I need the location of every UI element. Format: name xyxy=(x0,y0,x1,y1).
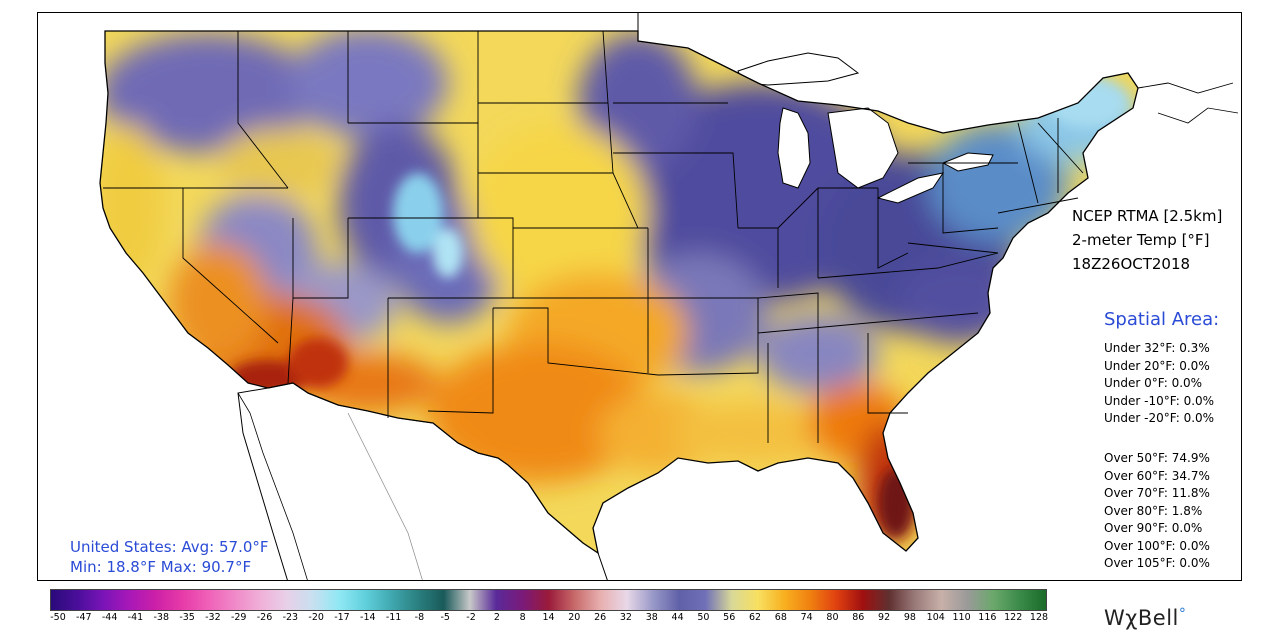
logo-text: WχBell xyxy=(1104,606,1179,630)
colorbar-tick-label: 44 xyxy=(671,612,684,623)
summary: United States: Avg: 57.0°F Min: 18.8°F M… xyxy=(70,537,269,577)
under-stat: Under 20°F: 0.0% xyxy=(1104,358,1210,373)
colorbar-tick-label: -11 xyxy=(385,612,402,623)
lake-huron xyxy=(827,107,899,189)
colorbar-tick-label: -47 xyxy=(76,612,92,623)
valid-time: 18Z26OCT2018 xyxy=(1072,255,1191,273)
colorbar-tick-label: 20 xyxy=(568,612,581,623)
colorbar-tick-label: 98 xyxy=(903,612,916,623)
colorbar-tick-label: 122 xyxy=(1004,612,1023,623)
colorbar-tick-label: -8 xyxy=(414,612,425,623)
lake-ontario xyxy=(941,152,994,172)
variable-name: 2-meter Temp [°F] xyxy=(1072,231,1210,249)
under-stats: Under 32°F: 0.3% Under 20°F: 0.0% Under … xyxy=(1104,340,1214,428)
under-stat: Under -20°F: 0.0% xyxy=(1104,411,1215,425)
logo-dot-icon: ° xyxy=(1178,606,1187,622)
colorbar-tick-label: -41 xyxy=(127,612,144,623)
under-stat: Under -10°F: 0.0% xyxy=(1104,393,1215,408)
colorbar-tick-label: 8 xyxy=(519,612,526,623)
lake-erie xyxy=(876,172,945,204)
colorbar-tick-label: -26 xyxy=(256,612,273,623)
colorbar-tick-label: -35 xyxy=(179,612,195,623)
colorbar-tick-label: 62 xyxy=(748,612,762,623)
summary-avg: United States: Avg: 57.0°F xyxy=(70,538,269,556)
colorbar-tick-label: 86 xyxy=(852,612,865,623)
summary-minmax: Min: 18.8°F Max: 90.7°F xyxy=(70,558,252,576)
colorbar-tick-label: -20 xyxy=(308,612,324,623)
lake-superior xyxy=(737,52,860,86)
temperature-map xyxy=(99,13,1239,580)
spatial-area-title: Spatial Area: xyxy=(1104,309,1220,330)
colorbar-tick-label: -14 xyxy=(360,612,376,623)
over-stat: Over 80°F: 1.8% xyxy=(1104,503,1203,518)
model-name: NCEP RTMA [2.5km] xyxy=(1072,207,1223,225)
colorbar-tick-label: 2 xyxy=(493,612,500,623)
colorbar-labels: -50 -47 -44 -41 -38 -35 -32 -29 -26 -23 -20 -17 -14-… xyxy=(50,612,1049,626)
over-stat: Over 105°F: 0.0% xyxy=(1104,556,1210,570)
colorbar-tick-label: -17 xyxy=(334,612,350,623)
colorbar-tick-label: -38 xyxy=(153,612,170,623)
colorbar-tick-label: 26 xyxy=(594,612,607,623)
colorbar-tick-label: 92 xyxy=(878,612,891,623)
colorbar-tick-label: 32 xyxy=(619,612,632,623)
colorbar-tick-label: -29 xyxy=(230,612,247,623)
over-stat: Over 90°F: 0.0% xyxy=(1104,521,1203,535)
colorbar xyxy=(50,589,1047,611)
colorbar-tick-label: 56 xyxy=(723,612,736,623)
over-stats: Over 50°F: 74.9% Over 60°F: 34.7% Over 7… xyxy=(1104,450,1210,573)
over-stat: Over 60°F: 34.7% xyxy=(1104,468,1210,483)
colorbar-tick-label: -2 xyxy=(466,612,476,623)
colorbar-tick-label: -23 xyxy=(282,612,299,623)
colorbar-tick-label: 14 xyxy=(542,612,555,623)
colorbar-tick-label: 104 xyxy=(926,612,945,623)
colorbar-tick-label: -44 xyxy=(101,612,118,623)
under-stat: Under 0°F: 0.0% xyxy=(1104,376,1203,390)
colorbar-tick-label: 50 xyxy=(697,612,710,623)
under-stat: Under 32°F: 0.3% xyxy=(1104,341,1210,355)
colorbar-tick-label: 68 xyxy=(774,612,787,623)
colorbar-tick-label: 116 xyxy=(978,612,997,623)
over-stat: Over 70°F: 11.8% xyxy=(1104,486,1210,500)
colorbar-tick-label: -50 xyxy=(50,612,66,623)
colorbar-tick-label: 74 xyxy=(800,612,813,623)
lake-michigan xyxy=(777,107,811,189)
colorbar-tick-label: -32 xyxy=(205,612,221,623)
colorbar-tick-label: 128 xyxy=(1029,612,1049,623)
over-stat: Over 100°F: 0.0% xyxy=(1104,538,1210,553)
wxbell-logo: WχBell° xyxy=(1104,606,1186,630)
colorbar-tick-label: 38 xyxy=(645,612,658,623)
over-stat: Over 50°F: 74.9% xyxy=(1104,451,1210,465)
colorbar-tick-label: 110 xyxy=(952,612,971,623)
colorbar-tick-label: -5 xyxy=(440,612,450,623)
colorbar-tick-label: 80 xyxy=(826,612,839,623)
map-frame xyxy=(37,12,1242,581)
